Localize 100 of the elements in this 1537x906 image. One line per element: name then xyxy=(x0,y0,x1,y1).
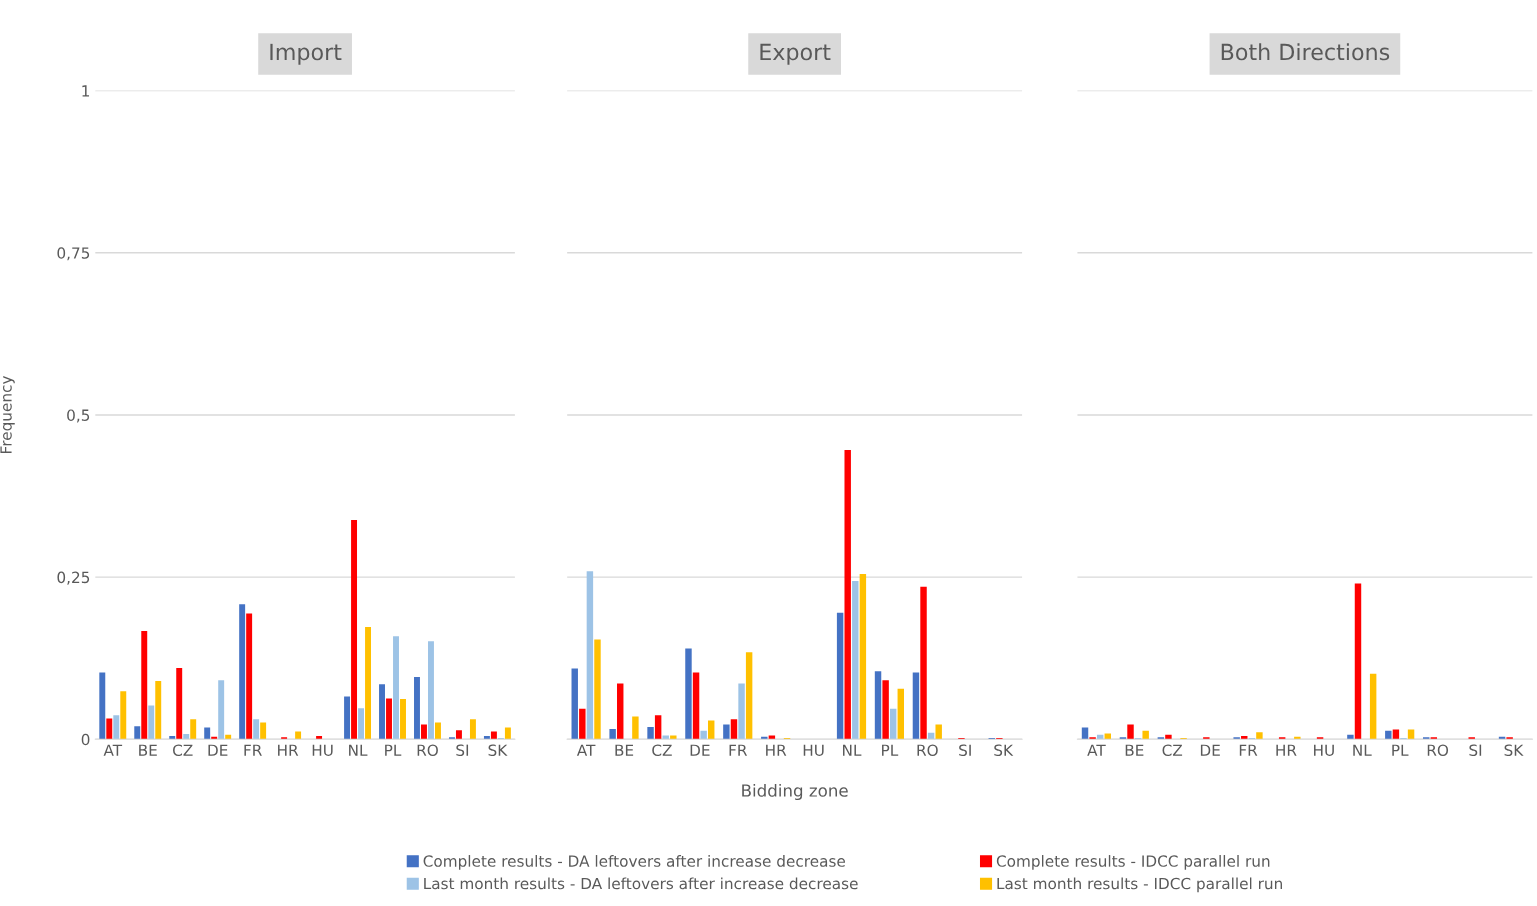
bar xyxy=(253,719,260,740)
bar xyxy=(586,571,594,740)
bar xyxy=(692,672,700,740)
bar xyxy=(768,735,776,740)
bar xyxy=(365,627,372,740)
bar xyxy=(1354,583,1362,740)
bar xyxy=(351,520,358,740)
bar xyxy=(260,722,267,740)
x-tick-label: PL xyxy=(1392,744,1409,756)
bar xyxy=(708,720,715,740)
bar xyxy=(393,636,399,740)
bar xyxy=(670,735,677,740)
bar xyxy=(455,730,462,740)
bar xyxy=(483,736,490,740)
bar xyxy=(836,612,844,740)
bar xyxy=(316,736,323,740)
x-tick-label: CZ xyxy=(173,744,193,756)
chart-title: Both Directions xyxy=(1221,43,1390,61)
bar xyxy=(469,719,476,740)
bar xyxy=(435,722,441,740)
bar xyxy=(239,604,246,740)
x-tick-label: HR xyxy=(766,744,787,756)
bar xyxy=(1347,734,1354,740)
x-tick-label: RO xyxy=(917,744,938,756)
x-tick-label: RO xyxy=(417,744,438,756)
y-tick-label: 1 xyxy=(82,85,90,97)
legend-label: Complete results - DA leftovers after increase decrease xyxy=(423,855,846,870)
bar xyxy=(428,641,434,740)
bar xyxy=(134,726,141,740)
bar xyxy=(1127,724,1134,740)
legend-label: Last month results - DA leftovers after increase decrease xyxy=(424,877,858,890)
x-tick-label: HU xyxy=(1314,744,1334,756)
bar xyxy=(1369,673,1377,740)
x-axis-title: Bidding zone xyxy=(742,783,848,801)
x-tick-label: FR xyxy=(244,744,262,756)
x-tick-label: CZ xyxy=(1162,744,1183,756)
chart-title: Import xyxy=(270,43,342,65)
y-tick-label: 0,75 xyxy=(57,247,90,261)
bar xyxy=(1256,732,1263,740)
bar xyxy=(685,648,692,740)
x-tick-label: FR xyxy=(729,744,748,756)
x-tick-label: SI xyxy=(1469,744,1482,756)
bar xyxy=(617,683,624,740)
bar xyxy=(246,613,253,740)
x-tick-label: DE xyxy=(1200,744,1220,756)
bar xyxy=(912,672,920,740)
x-tick-label: DE xyxy=(690,744,710,756)
bar xyxy=(1165,734,1172,740)
x-tick-label: SK xyxy=(488,744,508,756)
bar xyxy=(920,586,927,740)
bar xyxy=(1385,730,1392,740)
x-tick-label: SK xyxy=(1504,744,1524,756)
bar xyxy=(897,688,905,740)
bar xyxy=(700,730,707,740)
x-tick-label: BE xyxy=(615,744,634,756)
x-tick-label: CZ xyxy=(652,744,672,756)
bar xyxy=(504,727,511,740)
x-tick-label: HR xyxy=(1276,744,1297,756)
bar xyxy=(935,724,942,740)
x-tick-label: HU xyxy=(312,744,333,756)
x-tick-label: NL xyxy=(1353,744,1372,756)
x-tick-label: BE xyxy=(139,744,157,756)
bar xyxy=(609,728,616,740)
bar xyxy=(1142,730,1149,740)
x-tick-label: SI xyxy=(959,744,971,756)
bar xyxy=(148,705,155,740)
x-tick-label: AT xyxy=(576,744,596,756)
bar xyxy=(414,677,420,740)
legend-label: Last month results - IDCC parallel run xyxy=(997,877,1282,893)
bar xyxy=(723,724,730,740)
bar xyxy=(859,573,867,740)
bar xyxy=(386,698,392,740)
bar xyxy=(183,734,190,740)
x-tick-label: AT xyxy=(103,744,123,756)
bar xyxy=(169,736,176,740)
x-tick-label: FR xyxy=(1239,744,1258,756)
bar xyxy=(852,581,859,740)
bar xyxy=(176,667,183,740)
bar xyxy=(738,683,745,740)
x-tick-label: DE xyxy=(208,744,228,756)
bar xyxy=(579,708,586,740)
y-tick-label: 0,25 xyxy=(57,571,90,585)
x-tick-label: HR xyxy=(278,744,299,756)
x-tick-label: NL xyxy=(843,744,862,756)
bar xyxy=(632,716,639,740)
bar xyxy=(421,724,427,740)
bar xyxy=(745,652,753,740)
bar xyxy=(379,684,385,740)
bar xyxy=(647,726,654,740)
bar xyxy=(106,718,113,740)
bar xyxy=(662,735,669,740)
x-tick-label: PL xyxy=(385,744,402,756)
bar xyxy=(113,715,120,740)
bar xyxy=(141,630,148,740)
x-tick-label: SK xyxy=(994,744,1014,756)
bar xyxy=(204,727,211,740)
y-axis-title: Frequency xyxy=(0,375,15,453)
x-tick-label: NL xyxy=(349,744,368,756)
bar xyxy=(654,715,662,740)
bar xyxy=(730,719,738,740)
